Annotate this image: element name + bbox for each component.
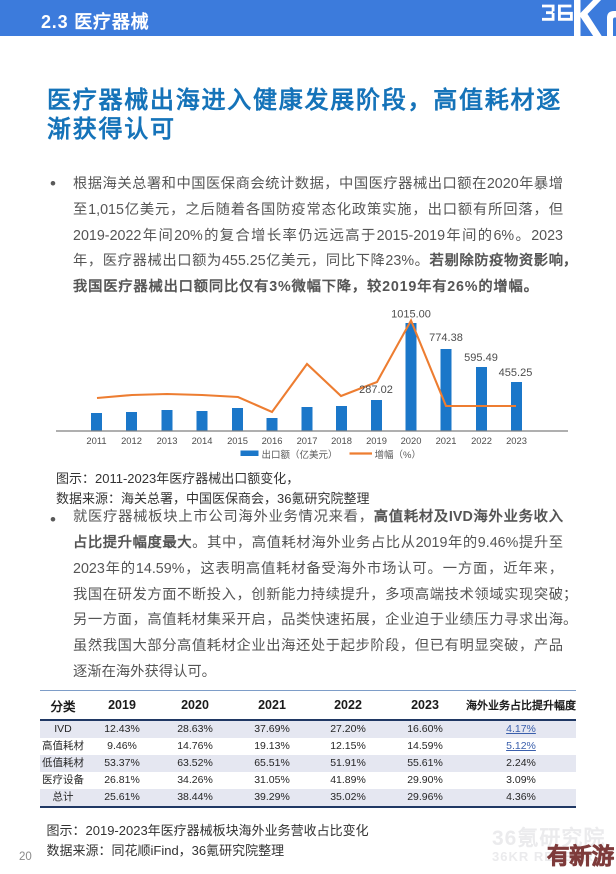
svg-text:2014: 2014 xyxy=(192,435,213,446)
svg-text:2019: 2019 xyxy=(366,435,387,446)
svg-text:2017: 2017 xyxy=(297,435,318,446)
svg-text:2016: 2016 xyxy=(262,435,283,446)
svg-text:2022: 2022 xyxy=(471,435,492,446)
svg-text:2021: 2021 xyxy=(436,435,457,446)
svg-text:455.25: 455.25 xyxy=(499,367,533,379)
svg-text:2018: 2018 xyxy=(331,435,352,446)
svg-text:595.49: 595.49 xyxy=(464,352,498,364)
svg-text:增幅（%）: 增幅（%） xyxy=(375,449,421,461)
svg-text:出口额（亿美元）: 出口额（亿美元） xyxy=(262,449,338,461)
svg-text:2023: 2023 xyxy=(506,435,527,446)
svg-text:2012: 2012 xyxy=(121,435,142,446)
svg-text:1015.00: 1015.00 xyxy=(391,309,431,321)
svg-text:2020: 2020 xyxy=(401,435,422,446)
svg-text:774.38: 774.38 xyxy=(429,332,463,344)
svg-text:2015: 2015 xyxy=(227,435,248,446)
svg-text:2013: 2013 xyxy=(157,435,178,446)
svg-text:287.02: 287.02 xyxy=(359,384,393,396)
svg-text:2011: 2011 xyxy=(86,435,106,446)
